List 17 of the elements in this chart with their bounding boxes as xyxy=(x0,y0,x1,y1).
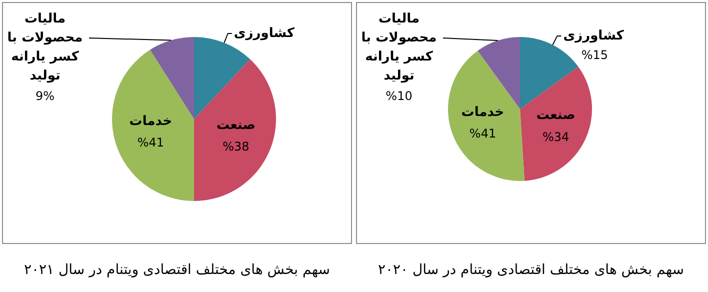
text: سهم بخش های مختلف اقتصادی ویتنام در سال ۲۰۲۰ xyxy=(376,262,686,278)
data-label: 9% xyxy=(35,89,55,104)
data-label: %34 xyxy=(542,130,570,144)
slice-label: مالیات محصولات با کسر یارانه تولید xyxy=(361,11,437,84)
data-label: %41 xyxy=(469,126,496,141)
slice-label: صنعت xyxy=(216,118,256,133)
data-label: %15 xyxy=(581,48,608,62)
slice-label: مالیات محصولات با کسر یارانه تولید xyxy=(7,11,83,84)
data-label: %41 xyxy=(137,136,164,150)
text: سهم بخش های مختلف اقتصادی ویتنام در سال ۲۰۲۱ xyxy=(22,262,332,278)
slice-label: صنعت xyxy=(536,108,576,124)
slice-label: خدمات xyxy=(129,114,172,129)
data-label: %10 xyxy=(386,89,412,104)
slice-label: خدمات xyxy=(461,104,504,120)
slice-label: کشاورزی xyxy=(563,28,624,44)
slice-label: کشاورزی xyxy=(234,26,295,41)
data-label: %38 xyxy=(222,140,250,154)
